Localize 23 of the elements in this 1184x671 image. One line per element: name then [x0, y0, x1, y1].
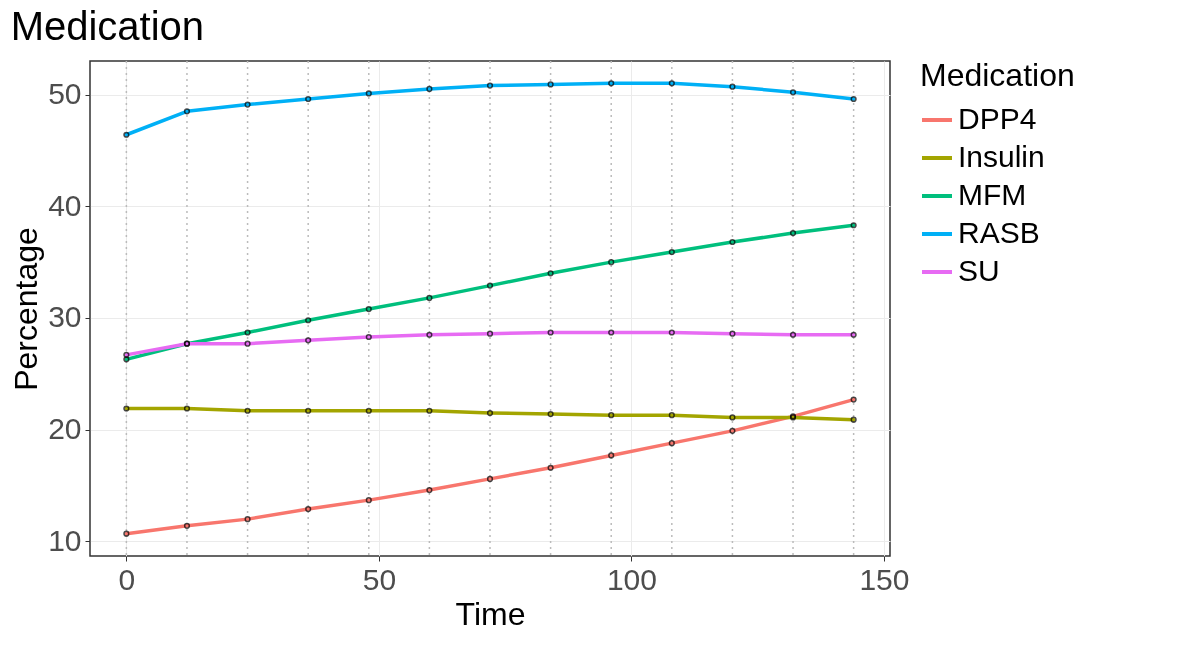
- x-tick-label: 100: [606, 562, 657, 596]
- legend-label: Insulin: [958, 140, 1045, 173]
- line-series: [123, 396, 857, 537]
- y-tick-label: 20: [48, 412, 82, 446]
- legend-label: DPP4: [958, 102, 1037, 135]
- y-tick-label: 50: [48, 77, 82, 111]
- line-series: [123, 80, 857, 138]
- y-tick-label: 10: [48, 523, 82, 557]
- y-axis-title: Percentage: [8, 227, 45, 391]
- chart-title: Medication: [10, 4, 205, 49]
- line-series: [123, 222, 857, 363]
- legend-label: MFM: [958, 178, 1027, 211]
- legend-label: SU: [958, 254, 1000, 287]
- line-series: [123, 405, 857, 423]
- legend-label: RASB: [958, 216, 1040, 249]
- y-tick-label: 40: [48, 188, 82, 222]
- x-tick-label: 0: [118, 562, 136, 596]
- line-series: [123, 329, 857, 358]
- x-axis-title: Time: [455, 595, 526, 632]
- y-tick-label: 30: [48, 300, 82, 334]
- x-tick-label: 150: [859, 562, 910, 596]
- x-tick-label: 50: [362, 562, 397, 596]
- legend-title: Medication: [920, 57, 1075, 93]
